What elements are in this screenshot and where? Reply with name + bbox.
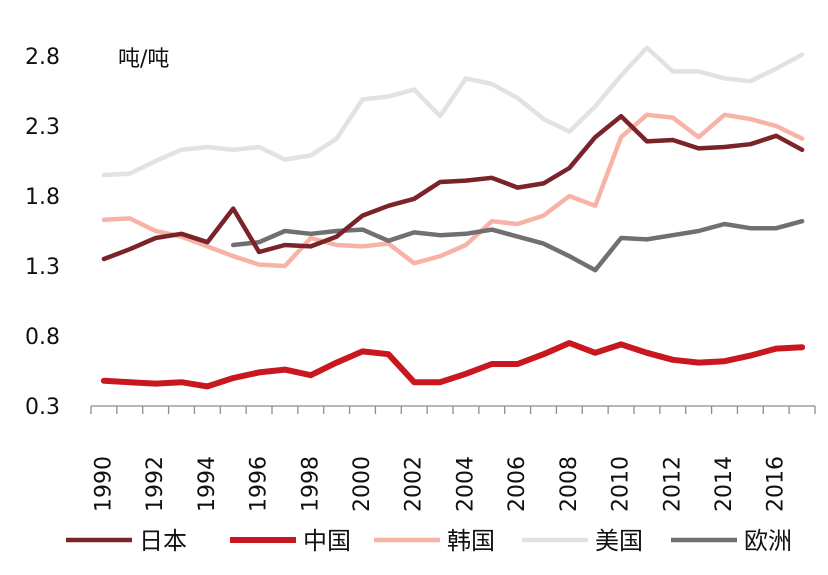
x-tick-label: 2010: [609, 456, 634, 512]
x-tick-label: 1992: [143, 456, 168, 512]
y-tick-label: 0.3: [25, 395, 60, 420]
series-line-4: [100, 340, 806, 390]
y-tick-label: 1.8: [25, 185, 60, 210]
series-line-0: [101, 45, 805, 178]
x-tick-label: 2000: [350, 456, 375, 512]
x-tick-label: 1990: [91, 456, 116, 512]
series-line-1: [101, 112, 805, 269]
x-tick-label: 2008: [557, 456, 582, 512]
x-tick-label: 2012: [660, 456, 685, 512]
y-tick-label: 1.3: [25, 255, 60, 280]
legend-label: 日本: [139, 527, 187, 555]
legend-label: 美国: [595, 527, 643, 555]
x-tick-label: 2006: [505, 456, 530, 512]
y-axis-tick-labels: 0.3 0.8 1.3 1.8 2.3 2.8: [25, 45, 60, 420]
legend: 日本 中国 韩国 美国 欧洲: [66, 527, 792, 555]
legend-label: 中国: [303, 527, 351, 555]
x-tick-label: 1996: [247, 456, 272, 512]
x-axis: 1990 1992 1994 1996 1998 2000 2002 2004 2006 2008…: [90, 405, 816, 512]
series-layer: [100, 45, 806, 390]
y-tick-label: 2.8: [25, 45, 60, 70]
y-tick-label: 2.3: [25, 115, 60, 140]
x-tick-label: 2004: [453, 456, 478, 512]
series-line-2: [230, 218, 805, 273]
y-tick-label: 0.8: [25, 325, 60, 350]
x-tick-label: 2014: [712, 456, 737, 512]
unit-label: 吨/吨: [118, 47, 169, 72]
legend-label: 欧洲: [744, 527, 792, 555]
x-tick-label: 2002: [402, 456, 427, 512]
series-line-3: [101, 113, 805, 262]
x-tick-label: 1994: [195, 456, 220, 512]
legend-label: 韩国: [447, 527, 495, 555]
x-tick-label: 2016: [764, 456, 789, 512]
x-tick-label: 1998: [298, 456, 323, 512]
